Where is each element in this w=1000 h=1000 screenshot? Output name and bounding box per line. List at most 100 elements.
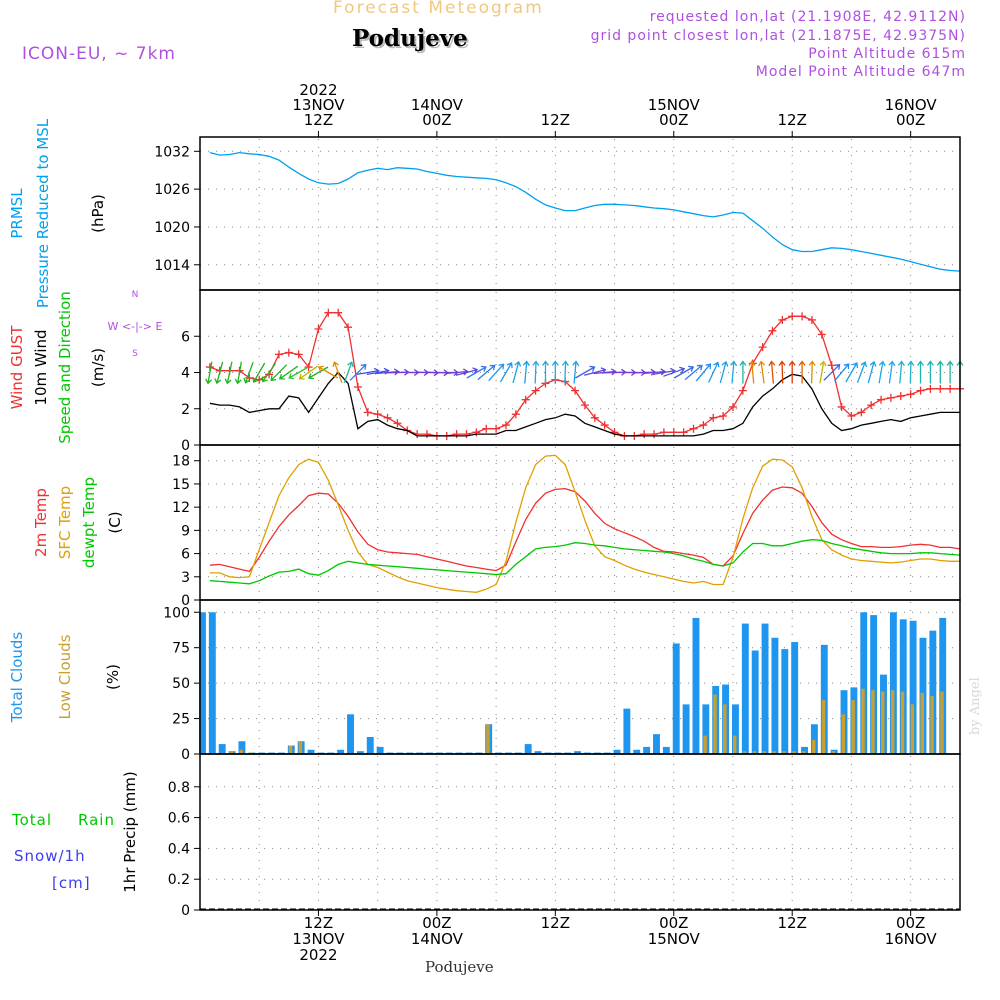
total-clouds-bar [376, 746, 384, 754]
wind-arrow-icon [808, 360, 816, 384]
y-tick-label: 1026 [154, 182, 190, 198]
y-tick-label: 18 [172, 454, 190, 470]
wind-arrow-icon [512, 360, 522, 384]
wind-arrow-icon [575, 365, 596, 379]
gust-marker [492, 424, 501, 433]
y-tick-label: 2 [181, 402, 190, 418]
time-label-bottom: 12Z [304, 914, 333, 932]
gust-marker [669, 428, 678, 437]
total-clouds-bar [741, 623, 749, 754]
total-clouds-bar [731, 704, 739, 754]
y-tick-label: 75 [172, 641, 190, 657]
wind-arrow-icon [477, 364, 496, 381]
gust-marker [501, 421, 510, 430]
y-tick-label: 50 [172, 676, 190, 692]
gust-marker [452, 430, 461, 439]
y-tick-label: 3 [181, 570, 190, 586]
panel-label: Total Clouds [8, 632, 26, 724]
gust-marker [284, 348, 293, 357]
y-tick-label: 25 [172, 712, 190, 728]
gust-marker [353, 383, 362, 391]
wind-arrow-icon [298, 365, 318, 380]
wind-arrow-icon [288, 366, 309, 380]
y-tick-label: 15 [172, 477, 190, 493]
gust-marker [580, 401, 589, 410]
low-clouds-bar [713, 694, 717, 754]
point-altitude: Point Altitude 615m [808, 46, 966, 62]
wind-arrow-icon [522, 360, 530, 384]
wind-arrow-icon [856, 361, 868, 384]
low-clouds-bar [723, 704, 727, 754]
wind-arrow-icon [845, 362, 859, 383]
total-clouds-bar [781, 649, 789, 754]
time-label-bottom: 15NOV [648, 930, 701, 948]
time-label-top: 00Z [659, 111, 688, 129]
wind-arrow-icon [888, 360, 896, 384]
pressure-line [209, 151, 961, 272]
low-clouds-bar [703, 735, 707, 754]
total-clouds-bar [633, 749, 641, 754]
precip-rain-label: Rain [78, 811, 115, 829]
low-clouds-bar [930, 695, 934, 754]
low-clouds-bar [831, 751, 836, 754]
gust-marker [255, 375, 264, 384]
gust-marker [728, 402, 737, 411]
panel-frame [199, 136, 961, 291]
gust-marker [906, 390, 915, 399]
gust-marker [738, 386, 747, 395]
gust-marker [837, 402, 846, 411]
gust-marker [531, 386, 540, 395]
total-clouds-bar [771, 637, 779, 754]
low-clouds-bar [732, 735, 737, 754]
low-clouds-bar [841, 714, 846, 754]
total-clouds-bar [909, 620, 917, 754]
gust-marker [571, 386, 580, 395]
low-clouds-bar [940, 691, 944, 754]
wind-arrow-icon [252, 362, 266, 383]
panel-temperature: 0 3 6 9 12 15 18 2m Temp SFC Temp dewpt Temp (C) [32, 444, 961, 609]
precip-snow-label: Snow/1h [14, 847, 86, 865]
panel-unit: (%) [104, 664, 122, 690]
time-label-top: 2022 [299, 81, 337, 99]
y-tick-label: 0 [181, 593, 190, 609]
gust-marker [610, 428, 619, 437]
wind-arrow-icon [270, 364, 288, 382]
time-label-bottom: 12Z [778, 914, 807, 932]
y-tick-label: 0.4 [168, 841, 190, 857]
wind-arrow-icon [788, 360, 796, 384]
total-clouds-bar [682, 704, 690, 754]
gust-marker [600, 421, 609, 430]
time-label-top: 16NOV [885, 96, 938, 114]
compass-south: S [132, 349, 138, 359]
wind-arrow-icon [205, 361, 213, 385]
wind-arrow-icon [684, 364, 703, 381]
gust-marker [936, 384, 945, 393]
gust-marker [877, 395, 886, 404]
gust-marker [758, 343, 767, 352]
wind-arrow-icon [499, 362, 513, 383]
low-clouds-bar [811, 739, 816, 754]
gust-marker [294, 350, 303, 359]
y-tick-label: 0.2 [168, 872, 190, 888]
gust-marker [423, 430, 432, 439]
wind-arrow-icon [307, 366, 329, 380]
compass-north: N [132, 290, 139, 300]
panel-label: SFC Temp [56, 486, 74, 559]
total-clouds-bar [623, 708, 631, 754]
time-label-bottom: 13NOV [292, 930, 345, 948]
panel-label: Wind GUST [8, 325, 26, 410]
wind-arrow-icon [332, 361, 343, 384]
panel-label: 10m Wind [32, 329, 50, 405]
low-clouds-bar [298, 741, 303, 754]
total-clouds-bar [702, 704, 710, 754]
gust-marker [679, 428, 688, 437]
wind-arrow-icon [926, 360, 934, 384]
gust-marker [827, 361, 836, 370]
total-clouds-bar [347, 714, 354, 754]
wind-arrow-icon [878, 360, 886, 384]
low-clouds-bar [910, 704, 915, 754]
dew-line [209, 539, 961, 585]
gust-marker [798, 312, 807, 321]
